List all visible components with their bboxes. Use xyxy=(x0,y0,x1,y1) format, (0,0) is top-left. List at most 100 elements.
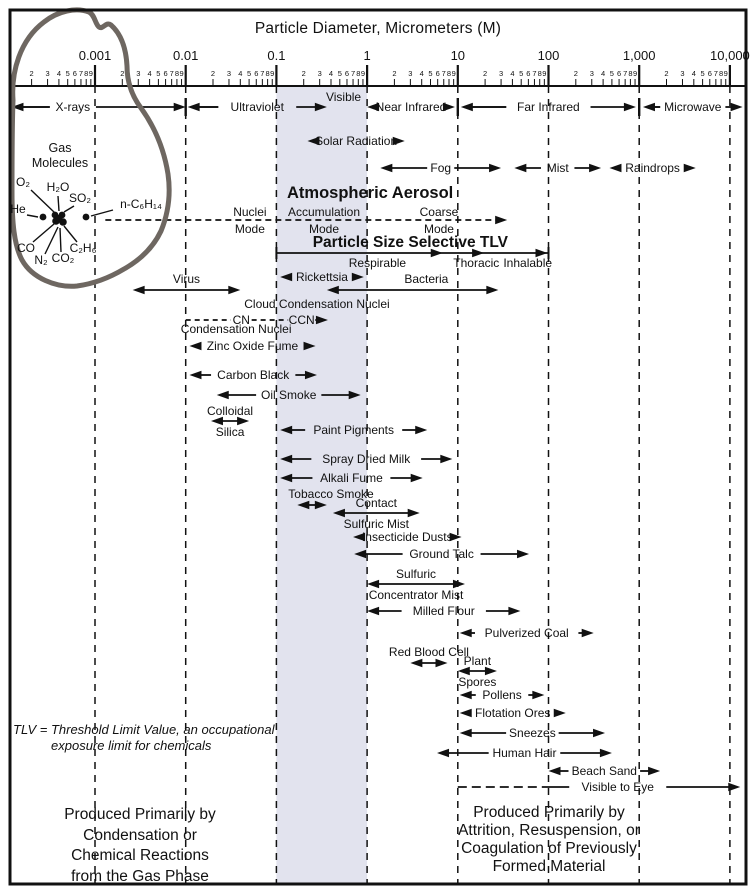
range-arrow-rickettsia: Rickettsia xyxy=(280,270,364,284)
axis-minor-digit: 4 xyxy=(57,69,61,78)
arrowhead xyxy=(280,454,293,464)
arrowhead xyxy=(410,473,423,483)
arrowhead xyxy=(415,425,428,435)
range-arrow-contact-sulfuric-mist: Contact Sulfuric Mist xyxy=(332,496,420,531)
em-band-label: Ultraviolet xyxy=(231,100,285,114)
axis-decade-label: 100 xyxy=(538,48,560,63)
arrowhead xyxy=(517,549,530,559)
range-arrow-sneezes: Sneezes xyxy=(459,726,606,740)
range-arrow-bacteria: Bacteria xyxy=(326,272,499,295)
axis-minor-digit: 6 xyxy=(708,69,712,78)
range-arrow-insecticide-dusts: Insecticide Dusts xyxy=(353,530,462,544)
axis-minor-digit: 5 xyxy=(610,69,614,78)
molecule-label: N₂ xyxy=(34,253,48,267)
row-label: Ground Talc xyxy=(409,547,473,561)
molecule-label: O₂ xyxy=(16,175,30,189)
mode-label: Mode xyxy=(424,222,454,236)
arrowhead xyxy=(353,532,366,542)
row-label: Plant xyxy=(464,654,492,668)
row-label: Pulverized Coal xyxy=(485,626,569,640)
footer-right-line: Attrition, Resuspension, or xyxy=(458,822,640,839)
range-arrow-colloidal-silica: Colloidal Silica xyxy=(207,404,253,439)
axis-minor-digit: 7 xyxy=(623,69,627,78)
molecule-label: H₂O xyxy=(47,180,70,194)
axis-minor-digit: 2 xyxy=(483,69,487,78)
axis-minor-digit: 2 xyxy=(30,69,34,78)
axis-minor-digit: 4 xyxy=(148,69,152,78)
axis-minor-digit: 6 xyxy=(526,69,530,78)
axis-minor-digit: 9 xyxy=(89,69,93,78)
arrowhead xyxy=(535,248,548,258)
arrowhead xyxy=(326,285,339,295)
row-label: Virus xyxy=(173,272,200,286)
arrowhead xyxy=(599,748,612,758)
axis-minor-digit: 5 xyxy=(338,69,342,78)
row-label: Red Blood Cell xyxy=(389,645,469,659)
axis-minor-digit: 6 xyxy=(163,69,167,78)
axis-minor-digit: 9 xyxy=(270,69,274,78)
molecule-label: C₂H₆ xyxy=(70,241,97,255)
tlv-region-label: Inhalable xyxy=(503,256,552,270)
axis-decade-label: 1 xyxy=(363,48,370,63)
axis-minor-digit: 5 xyxy=(247,69,251,78)
arrowhead xyxy=(348,390,361,400)
range-arrow-raindrops: Raindrops xyxy=(609,161,696,175)
axis-minor-digit: 6 xyxy=(436,69,440,78)
range-arrow-carbon-black: Carbon Black xyxy=(189,368,317,382)
arrowhead xyxy=(495,215,508,225)
arrowhead xyxy=(508,606,521,616)
axis-minor-digit: 5 xyxy=(428,69,432,78)
row-label: Spores xyxy=(458,675,496,689)
row-label: Tobacco Smoke xyxy=(288,487,374,501)
mode-label: Nuclei xyxy=(233,205,266,219)
arrowhead xyxy=(581,628,594,638)
arrowhead xyxy=(237,416,250,426)
row-label: Paint Pigments xyxy=(313,423,394,437)
row-label: Alkali Fume xyxy=(320,471,383,485)
range-arrow-visible-to-eye: Visible to Eye xyxy=(457,780,741,794)
arrowhead xyxy=(380,163,393,173)
arrowhead xyxy=(315,315,328,325)
tlv-footnote-line1: TLV = Threshold Limit Value, an occupati… xyxy=(13,722,275,737)
arrowhead xyxy=(472,248,485,258)
row-label: Silica xyxy=(216,425,245,439)
molecule-label: SO₂ xyxy=(69,191,91,205)
range-arrow-fog: Fog xyxy=(380,161,502,175)
arrowhead xyxy=(459,728,472,738)
axis-minor-digit: 9 xyxy=(633,69,637,78)
molecule-label: He xyxy=(10,202,26,216)
range-arrow-spray-dried-milk: Spray Dried Milk xyxy=(280,452,453,466)
range-arrow-alkali-fume: Alkali Fume xyxy=(280,471,423,485)
axis-minor-digit: 2 xyxy=(392,69,396,78)
axis-decade-label: 1,000 xyxy=(623,48,656,63)
axis-minor-digit: 4 xyxy=(329,69,333,78)
footer-attrition: Produced Primarily by Attrition, Resuspe… xyxy=(442,804,656,876)
row-label: Beach Sand xyxy=(572,764,637,778)
mode-label: Coarse xyxy=(420,205,459,219)
row-label: Human Hair xyxy=(492,746,556,760)
range-arrow-beach-sand: Beach Sand xyxy=(548,764,661,778)
gas-molecules-label: Molecules xyxy=(32,156,88,170)
em-band-label: Far Infrared xyxy=(517,100,580,114)
arrowhead xyxy=(459,628,472,638)
axis-decade-label: 0.001 xyxy=(79,48,112,63)
range-arrow-virus: Virus xyxy=(132,272,241,295)
em-band-microwave: Microwave xyxy=(642,100,743,114)
row-label: Zinc Oxide Fume xyxy=(207,339,299,353)
range-arrow-pollens: Pollens xyxy=(459,688,545,702)
atmospheric-aerosol-heading: Atmospheric Aerosol xyxy=(287,184,453,202)
gas-molecules-label: Gas xyxy=(49,141,72,155)
range-arrow-zinc-oxide-fume: Zinc Oxide Fume xyxy=(189,339,316,353)
axis-decade-label: 0.01 xyxy=(173,48,198,63)
axis-minor-digit: 7 xyxy=(260,69,264,78)
axis-minor-digit: 3 xyxy=(408,69,412,78)
arrowhead xyxy=(459,690,472,700)
row-label: Carbon Black xyxy=(217,368,290,382)
em-band-ultraviolet: Ultraviolet xyxy=(187,100,327,114)
axis-minor-digit: 6 xyxy=(73,69,77,78)
arrowhead xyxy=(459,708,472,718)
axis-minor-digit: 2 xyxy=(574,69,578,78)
axis-minor-digit: 8 xyxy=(84,69,88,78)
axis-minor-digit: 5 xyxy=(156,69,160,78)
